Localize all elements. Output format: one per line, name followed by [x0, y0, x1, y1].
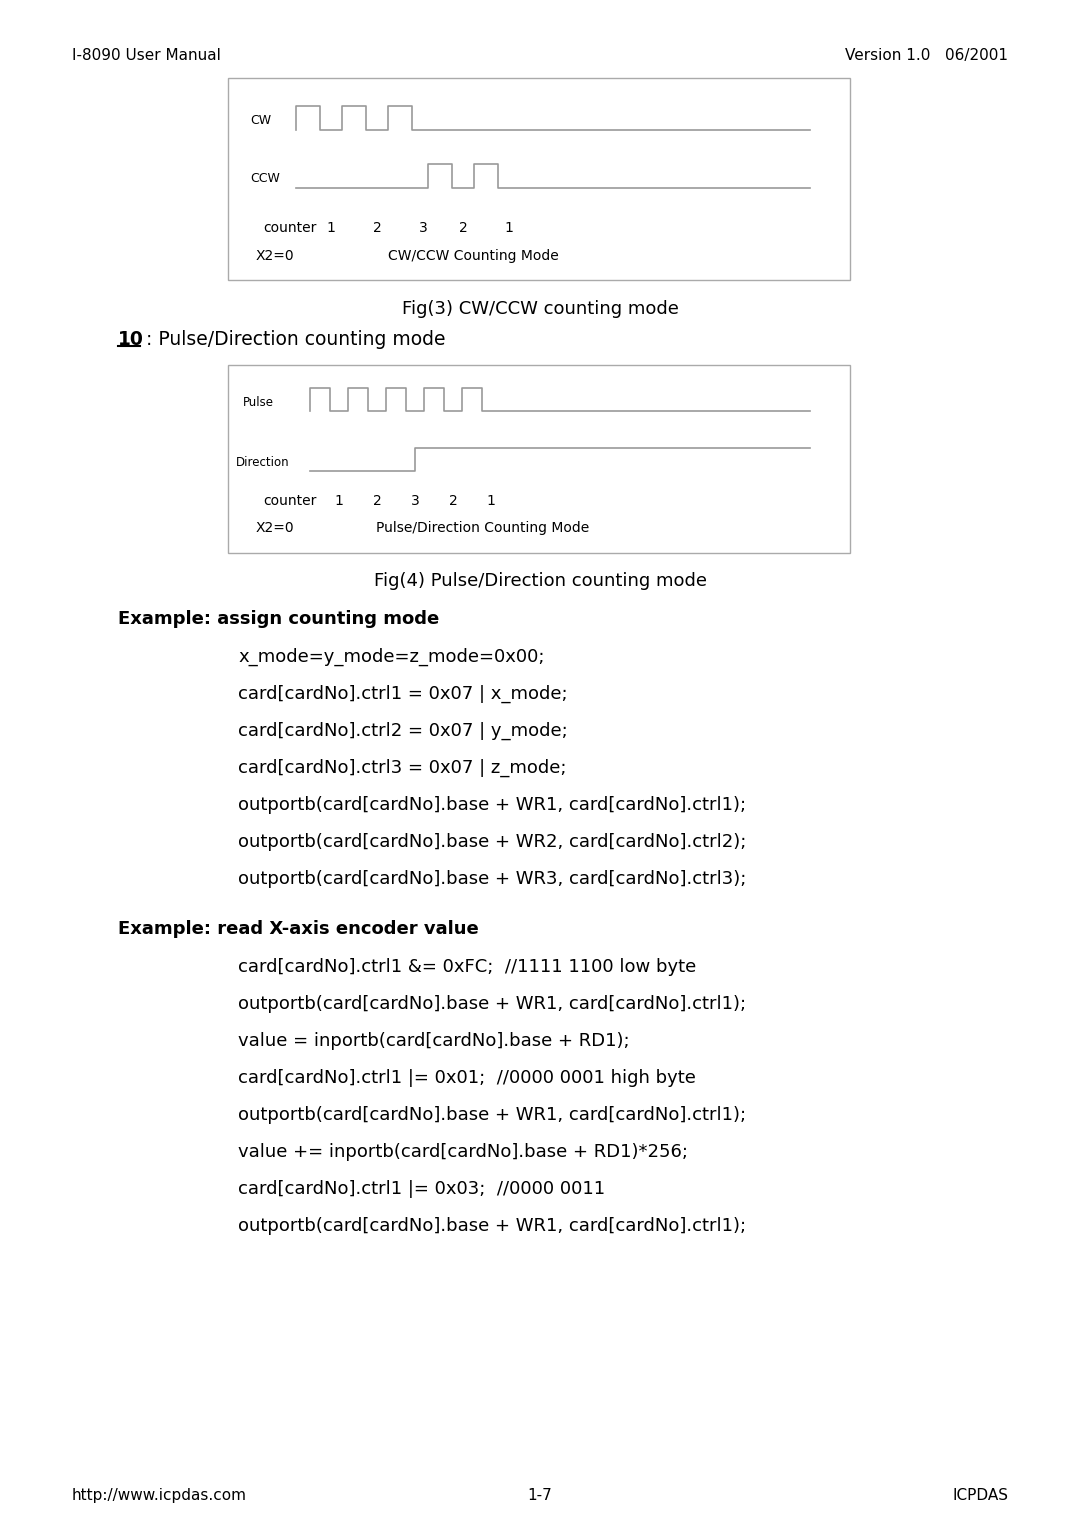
Text: CW: CW [249, 113, 271, 127]
Text: Fig(3) CW/CCW counting mode: Fig(3) CW/CCW counting mode [402, 299, 678, 318]
Text: Example: assign counting mode: Example: assign counting mode [118, 610, 440, 628]
Text: card[cardNo].ctrl2 = 0x07 | y_mode;: card[cardNo].ctrl2 = 0x07 | y_mode; [238, 723, 568, 740]
Text: value += inportb(card[cardNo].base + RD1)*256;: value += inportb(card[cardNo].base + RD1… [238, 1143, 688, 1161]
Text: card[cardNo].ctrl1 |= 0x03;  //0000 0011: card[cardNo].ctrl1 |= 0x03; //0000 0011 [238, 1180, 605, 1198]
Text: Pulse: Pulse [243, 396, 274, 408]
Text: X2=0: X2=0 [256, 521, 295, 535]
Bar [228, 78, 850, 280]
Text: 1: 1 [326, 222, 336, 235]
Text: 2: 2 [373, 222, 381, 235]
Text: counter: counter [264, 494, 316, 507]
Text: card[cardNo].ctrl1 &= 0xFC;  //1111 1100 low byte: card[cardNo].ctrl1 &= 0xFC; //1111 1100 … [238, 958, 697, 976]
Text: card[cardNo].ctrl1 = 0x07 | x_mode;: card[cardNo].ctrl1 = 0x07 | x_mode; [238, 685, 568, 703]
Text: 2: 2 [448, 494, 457, 507]
Text: 3: 3 [410, 494, 419, 507]
Text: Direction: Direction [237, 457, 289, 469]
Text: Fig(4) Pulse/Direction counting mode: Fig(4) Pulse/Direction counting mode [374, 571, 706, 590]
Text: http://www.icpdas.com: http://www.icpdas.com [72, 1488, 247, 1504]
Text: 1: 1 [335, 494, 343, 507]
Text: 2: 2 [373, 494, 381, 507]
Text: outportb(card[cardNo].base + WR2, card[cardNo].ctrl2);: outportb(card[cardNo].base + WR2, card[c… [238, 833, 746, 851]
Text: 2: 2 [459, 222, 468, 235]
Text: CW/CCW Counting Mode: CW/CCW Counting Mode [388, 249, 558, 263]
Text: outportb(card[cardNo].base + WR1, card[cardNo].ctrl1);: outportb(card[cardNo].base + WR1, card[c… [238, 1106, 746, 1125]
Text: outportb(card[cardNo].base + WR1, card[cardNo].ctrl1);: outportb(card[cardNo].base + WR1, card[c… [238, 796, 746, 814]
Text: x_mode=y_mode=z_mode=0x00;: x_mode=y_mode=z_mode=0x00; [238, 648, 544, 666]
Text: 3: 3 [419, 222, 428, 235]
Text: card[cardNo].ctrl1 |= 0x01;  //0000 0001 high byte: card[cardNo].ctrl1 |= 0x01; //0000 0001 … [238, 1070, 696, 1086]
Text: Example: read X-axis encoder value: Example: read X-axis encoder value [118, 920, 478, 938]
Text: ICPDAS: ICPDAS [951, 1488, 1008, 1504]
Text: CCW: CCW [249, 171, 280, 185]
Text: Version 1.0   06/2001: Version 1.0 06/2001 [845, 47, 1008, 63]
Text: 1: 1 [487, 494, 496, 507]
Bar [228, 365, 850, 553]
Text: counter: counter [264, 222, 316, 235]
Text: Pulse/Direction Counting Mode: Pulse/Direction Counting Mode [376, 521, 590, 535]
Text: 1: 1 [504, 222, 513, 235]
Text: I-8090 User Manual: I-8090 User Manual [72, 47, 221, 63]
Text: 10: 10 [118, 330, 144, 348]
Text: X2=0: X2=0 [256, 249, 295, 263]
Text: : Pulse/Direction counting mode: : Pulse/Direction counting mode [140, 330, 446, 348]
Text: outportb(card[cardNo].base + WR3, card[cardNo].ctrl3);: outportb(card[cardNo].base + WR3, card[c… [238, 869, 746, 888]
Text: outportb(card[cardNo].base + WR1, card[cardNo].ctrl1);: outportb(card[cardNo].base + WR1, card[c… [238, 1216, 746, 1235]
Text: value = inportb(card[cardNo].base + RD1);: value = inportb(card[cardNo].base + RD1)… [238, 1031, 630, 1050]
Text: 1-7: 1-7 [528, 1488, 552, 1504]
Text: outportb(card[cardNo].base + WR1, card[cardNo].ctrl1);: outportb(card[cardNo].base + WR1, card[c… [238, 995, 746, 1013]
Text: card[cardNo].ctrl3 = 0x07 | z_mode;: card[cardNo].ctrl3 = 0x07 | z_mode; [238, 759, 567, 778]
